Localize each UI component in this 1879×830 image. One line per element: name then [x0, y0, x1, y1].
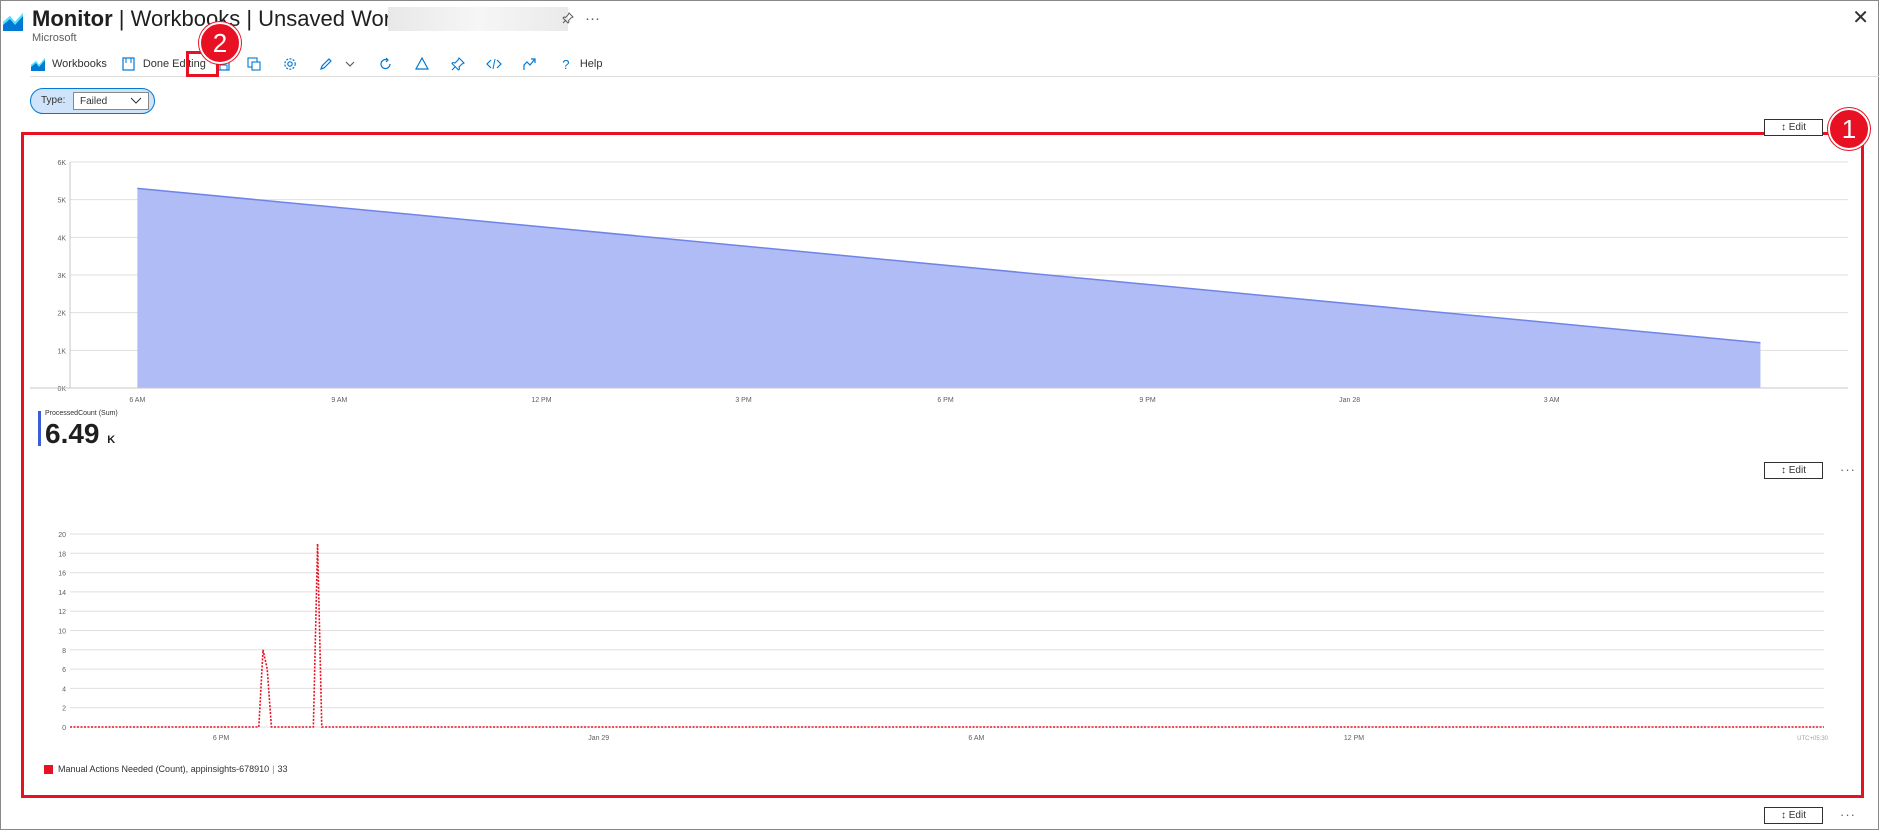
chart1-x-tick-label: 3 AM [1544, 397, 1560, 404]
alerts-button[interactable] [414, 56, 436, 72]
refresh-icon [378, 56, 394, 72]
edit-chart2-label: Edit [1788, 465, 1806, 476]
chart2-y-tick-label: 20 [58, 532, 66, 539]
toolbar-divider [30, 76, 1879, 77]
code-icon [485, 56, 502, 72]
legend-series-total: 33 [277, 764, 288, 774]
metric-unit: K [107, 434, 116, 446]
chart1-x-tick-label: 9 PM [1139, 397, 1156, 404]
help-button[interactable]: ? Help [558, 56, 603, 72]
chart2-y-tick-label: 10 [58, 629, 66, 636]
chart1-y-tick-label: 4K [57, 235, 66, 242]
edit-next-button[interactable]: ↕ Edit [1764, 807, 1823, 824]
chart2-y-tick-label: 0 [62, 725, 66, 732]
settings-icon [282, 56, 298, 72]
done-editing-button[interactable]: Done Editing [121, 56, 206, 72]
chart2-y-tick-label: 12 [58, 609, 66, 616]
type-parameter-label: Type: [41, 95, 66, 106]
pin-icon [450, 56, 466, 72]
chart2-x-tick-label: Jan 29 [588, 735, 609, 742]
chart2-y-tick-label: 4 [62, 686, 66, 693]
chart1-x-tick-label: 6 AM [129, 397, 145, 404]
type-dropdown[interactable]: Failed [73, 92, 149, 110]
chart2-x-tick-label: 6 AM [968, 735, 984, 742]
chart2-series-line [70, 543, 1824, 728]
metric-label: ProcessedCount (Sum) [45, 410, 118, 417]
done-editing-label: Done Editing [142, 58, 206, 70]
legend-swatch [44, 764, 53, 774]
edit-button[interactable] [318, 56, 340, 72]
pin-button[interactable] [450, 56, 472, 72]
chart2-y-tick-label: 14 [58, 590, 66, 597]
chart2-more-button[interactable]: ··· [1840, 462, 1856, 477]
done-editing-icon [121, 56, 137, 72]
chart2-y-tick-label: 16 [58, 571, 66, 578]
edit-pen-icon [318, 56, 334, 72]
chart1-y-tick-label: 3K [57, 273, 66, 280]
chart2-y-tick-label: 18 [58, 551, 66, 558]
chart2-y-tick-label: 2 [62, 706, 66, 713]
chart1-x-tick-label: 3 PM [735, 397, 752, 404]
legend-separator: | [272, 764, 275, 774]
title-more-button[interactable]: ··· [585, 10, 600, 27]
edit-chart2-button[interactable]: ↕ Edit [1764, 462, 1823, 479]
save-as-button[interactable] [246, 56, 268, 72]
type-dropdown-value: Failed [80, 96, 108, 107]
save-as-icon [246, 56, 262, 72]
workbooks-label: Workbooks [52, 58, 107, 70]
chart2-x-tick-label: 12 PM [1344, 735, 1364, 742]
help-label: Help [579, 58, 603, 70]
help-icon: ? [562, 56, 570, 72]
workbooks-button[interactable]: Workbooks [30, 56, 107, 72]
chart1-x-tick-label: 12 PM [531, 397, 551, 404]
chart1-x-tick-label: 9 AM [331, 397, 347, 404]
chevron-down-icon [342, 56, 358, 72]
chart2-y-tick-label: 6 [62, 667, 66, 674]
settings-button[interactable] [282, 56, 304, 72]
metric-value: 6.49 K [45, 418, 115, 450]
chart2-timezone-label: UTC+05:30 [1797, 736, 1829, 742]
edit-chart1-label: Edit [1788, 122, 1806, 133]
workbook-icon [30, 56, 46, 72]
chart2-y-tick-label: 8 [62, 648, 66, 655]
chart1-x-tick-label: 6 PM [937, 397, 954, 404]
edit-chart1-button[interactable]: ↕ Edit [1764, 119, 1823, 136]
chart1-x-tick-label: Jan 28 [1339, 397, 1360, 404]
legend-series-name: Manual Actions Needed (Count), appinsigh… [58, 764, 270, 774]
chart1-y-tick-label: 2K [57, 311, 66, 318]
redacted-workbook-name [388, 7, 568, 31]
share-icon [522, 56, 538, 72]
callout-2: 2 [199, 22, 241, 64]
close-icon[interactable]: ✕ [1852, 7, 1869, 29]
edit-arrows-icon: ↕ [1780, 122, 1786, 133]
refresh-button[interactable] [378, 56, 400, 72]
chart1-y-tick-label: 0K [57, 386, 66, 393]
pin-title-icon[interactable] [562, 12, 574, 27]
chart1-y-tick-label: 5K [57, 198, 66, 205]
chart1-area [137, 188, 1761, 388]
callout-1: 1 [1828, 108, 1870, 150]
chart1-series-line [137, 187, 1761, 344]
metric-value-number: 6.49 [45, 418, 100, 449]
edit-arrows-icon: ↕ [1780, 810, 1786, 821]
alerts-icon [414, 56, 430, 72]
chart1-y-tick-label: 1K [57, 348, 66, 355]
edit-next-label: Edit [1788, 810, 1806, 821]
metric-series-color-bar [38, 411, 41, 446]
monitor-workbook-icon [3, 13, 23, 31]
share-button[interactable] [522, 56, 544, 72]
toolbar: Workbooks Done Editing [30, 54, 616, 74]
edit-dropdown[interactable] [342, 56, 364, 72]
next-more-button[interactable]: ··· [1840, 807, 1856, 822]
chart1-y-tick-label: 6K [57, 160, 66, 167]
edit-arrows-icon: ↕ [1780, 465, 1786, 476]
advanced-editor-button[interactable] [485, 56, 508, 72]
chevron-down-icon [130, 97, 142, 104]
type-parameter: Type: Failed [30, 88, 155, 114]
page-subtitle: Microsoft [32, 32, 77, 44]
chart2-legend: Manual Actions Needed (Count), appinsigh… [44, 764, 288, 774]
chart2-x-tick-label: 6 PM [213, 735, 230, 742]
chart-region-highlight-box [21, 132, 1864, 798]
